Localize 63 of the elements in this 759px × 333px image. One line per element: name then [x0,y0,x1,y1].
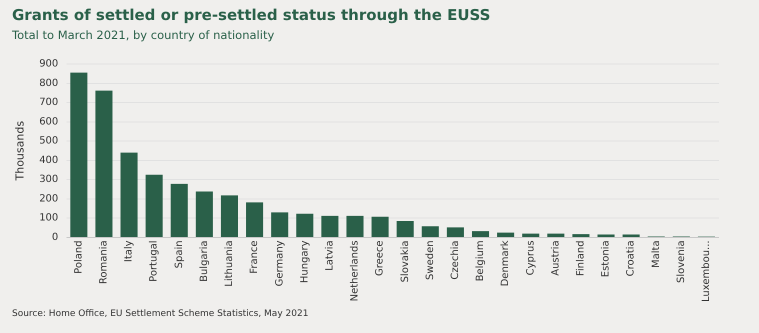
bar [246,202,264,238]
y-tick-label: 600 [39,116,58,128]
bar [120,152,138,238]
y-tick-label: 900 [39,58,58,70]
x-tick-label: Romania [98,240,110,284]
bar [346,216,364,238]
y-tick-label: 100 [39,212,58,224]
x-tick-label: Belgium [475,240,486,282]
x-tick-label: Austria [550,240,562,276]
y-tick-label: 200 [39,193,58,204]
bar [196,192,213,238]
y-tick-label: 0 [52,232,58,244]
x-tick-label: Latvia [324,240,336,271]
x-tick-label: Malta [650,240,662,268]
x-tick-label: Luxembou... [701,240,712,302]
x-tick-label: Poland [73,240,84,274]
y-tick-label: 500 [39,136,58,147]
x-tick-label: Finland [576,240,587,276]
x-tick-label: Denmark [500,240,512,286]
bar [95,90,112,238]
y-tick-label: 400 [39,154,58,166]
x-tick-label: Portugal [148,240,160,282]
bar [597,234,615,238]
x-tick-label: Czechia [450,240,461,280]
bar [522,234,540,238]
x-tick-label: France [249,240,260,274]
bar [296,214,314,238]
x-tick-label: Croatia [626,240,637,276]
bar [622,234,640,238]
chart-title: Grants of settled or pre-settled status through the EUSS [12,6,490,24]
x-tick-label: Bulgaria [198,240,210,282]
y-tick-label: 300 [39,174,58,186]
x-tick-label: Hungary [299,240,310,284]
bar [170,184,188,238]
bar [497,232,514,238]
x-tick-label: Slovakia [400,240,411,282]
bar [547,234,564,238]
bar [70,72,88,238]
bar [146,174,163,238]
source-note: Source: Home Office, EU Settlement Scheme Statistics, May 2021 [12,309,308,319]
x-tick-label: Sweden [424,240,436,280]
x-tick-label: Slovenia [676,240,687,283]
x-tick-label: Greece [374,240,386,276]
bar [572,234,590,238]
bar [321,216,338,238]
x-tick-label: Netherlands [350,240,361,302]
y-tick-label: 700 [39,97,58,108]
x-tick-label: Spain [174,240,185,268]
y-tick-label: 800 [39,78,58,89]
x-tick-label: Italy [124,240,135,262]
x-tick-label: Germany [274,240,286,286]
bar [472,231,490,238]
y-axis-title: Thousands [13,120,26,182]
x-tick-label: Lithuania [224,240,236,287]
x-tick-label: Cyprus [525,240,536,276]
bar [271,212,288,238]
bar [220,195,238,238]
bar [396,221,414,238]
x-tick-label: Estonia [600,240,612,278]
bar [372,216,389,238]
bar [422,226,439,238]
bar [446,227,464,238]
chart-subtitle: Total to March 2021, by country of nationality [12,28,274,42]
